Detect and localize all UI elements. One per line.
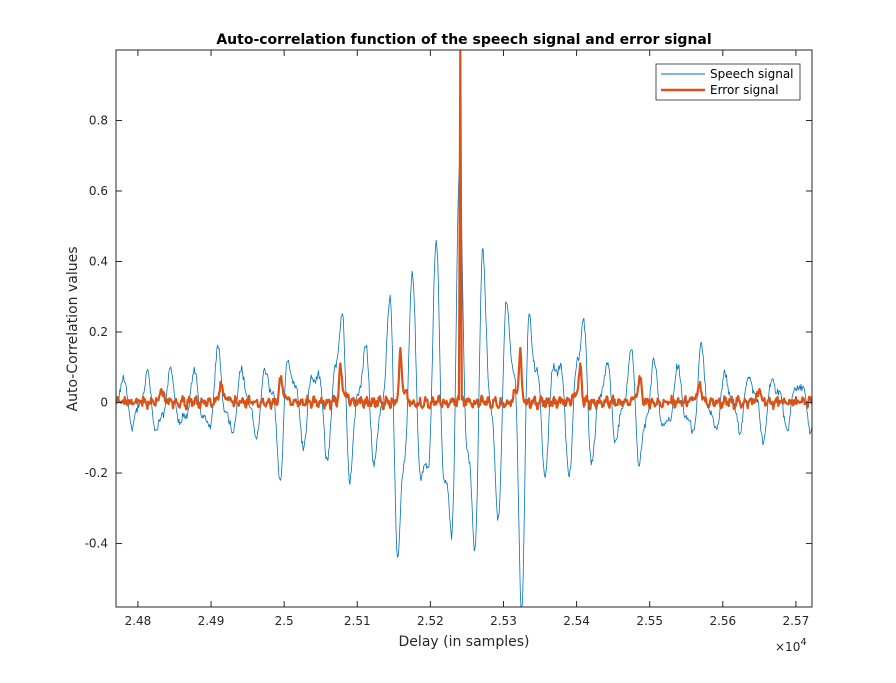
plot-background — [116, 50, 812, 607]
x-tick-label: 2.54 — [563, 614, 590, 628]
y-tick-label: -0.4 — [85, 537, 108, 551]
legend: Speech signal Error signal — [655, 63, 801, 101]
x-tick-label: 2.52 — [417, 614, 444, 628]
series-line-speech — [116, 50, 812, 607]
y-tick-label: 0.4 — [89, 255, 108, 269]
x-tick-label: 2.57 — [783, 614, 810, 628]
y-tick-label: 0.6 — [89, 184, 108, 198]
x-tick-label: 2.51 — [344, 614, 371, 628]
series-line-error — [116, 50, 812, 411]
x-exponent-label: ×104 — [775, 637, 807, 654]
series-layer — [116, 50, 812, 607]
x-axis-label: Delay (in samples) — [399, 634, 530, 650]
chart-title: Auto-correlation function of the speech … — [216, 32, 711, 48]
ticks-layer: 2.48 2.49 2.5 2.51 2.52 2.53 2.54 2.55 2.56 2.57 -… — [85, 50, 812, 628]
legend-label-speech: Speech signal — [710, 67, 794, 81]
legend-box — [655, 63, 801, 101]
x-tick-label: 2.53 — [490, 614, 517, 628]
x-tick-label: 2.55 — [636, 614, 663, 628]
legend-label-error: Error signal — [710, 83, 779, 97]
y-tick-label: 0 — [100, 396, 108, 410]
y-tick-label: -0.2 — [85, 466, 108, 480]
plot-frame — [115, 49, 813, 608]
y-tick-label: 0.2 — [89, 325, 108, 339]
x-tick-label: 2.49 — [198, 614, 225, 628]
y-axis-label: Auto-Correlation values — [65, 247, 81, 412]
x-tick-label: 2.5 — [275, 614, 294, 628]
y-tick-label: 0.8 — [89, 114, 108, 128]
x-exponent-power: 4 — [800, 637, 806, 648]
x-tick-label: 2.48 — [125, 614, 152, 628]
x-tick-label: 2.56 — [709, 614, 736, 628]
x-exponent-base: ×10 — [775, 640, 800, 654]
